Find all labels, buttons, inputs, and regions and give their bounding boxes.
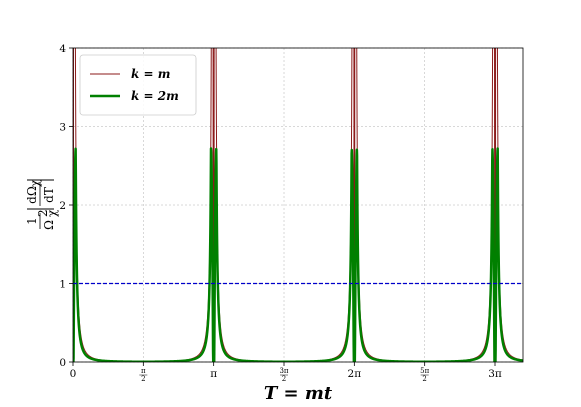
series-line-k-m xyxy=(73,48,523,362)
y-tick-label-1: 1 xyxy=(59,279,66,291)
ylabel-den-left-exp: 2 xyxy=(36,209,50,217)
y-tick-label-4: 4 xyxy=(59,43,66,55)
series-line-k-2m xyxy=(73,147,523,362)
x-tick-label-num-5: 5π xyxy=(420,367,429,375)
y-tick-label-0: 0 xyxy=(59,357,66,369)
y-axis-label: 1 Ω 2 χ dΩ χ dT xyxy=(25,179,59,230)
ylabel-num-left: 1 xyxy=(25,217,39,225)
x-tick-label-num-3: 3π xyxy=(279,367,288,375)
x-tick-label-6: 3π xyxy=(488,368,502,380)
ylabel-den-left-sub: χ xyxy=(45,209,59,217)
y-tick-label-2: 2 xyxy=(59,200,66,212)
legend: k = m k = 2m xyxy=(79,54,197,116)
legend-label-k-m: k = m xyxy=(131,67,170,81)
x-axis-label: T = mt xyxy=(264,383,333,404)
ylabel-den-right: dT xyxy=(42,187,56,203)
x-tick-label-2: π xyxy=(210,368,217,380)
x-tick-label-0: 0 xyxy=(70,368,77,380)
y-tick-label-3: 3 xyxy=(59,122,66,134)
x-tick-label-num-1: π xyxy=(141,367,146,375)
legend-label-k-2m: k = 2m xyxy=(131,89,179,103)
curves xyxy=(73,48,523,362)
x-tick-label-den-3: 2 xyxy=(282,375,286,383)
ylabel-den-left: Ω xyxy=(42,220,56,230)
legend-box xyxy=(79,54,197,116)
x-tick-label-den-1: 2 xyxy=(141,375,145,383)
x-tick-label-4: 2π xyxy=(348,368,362,380)
x-tick-label-den-5: 2 xyxy=(422,375,426,383)
ylabel-num-right-sub: χ xyxy=(28,179,42,187)
ylabel-num-right: dΩ xyxy=(25,186,39,204)
